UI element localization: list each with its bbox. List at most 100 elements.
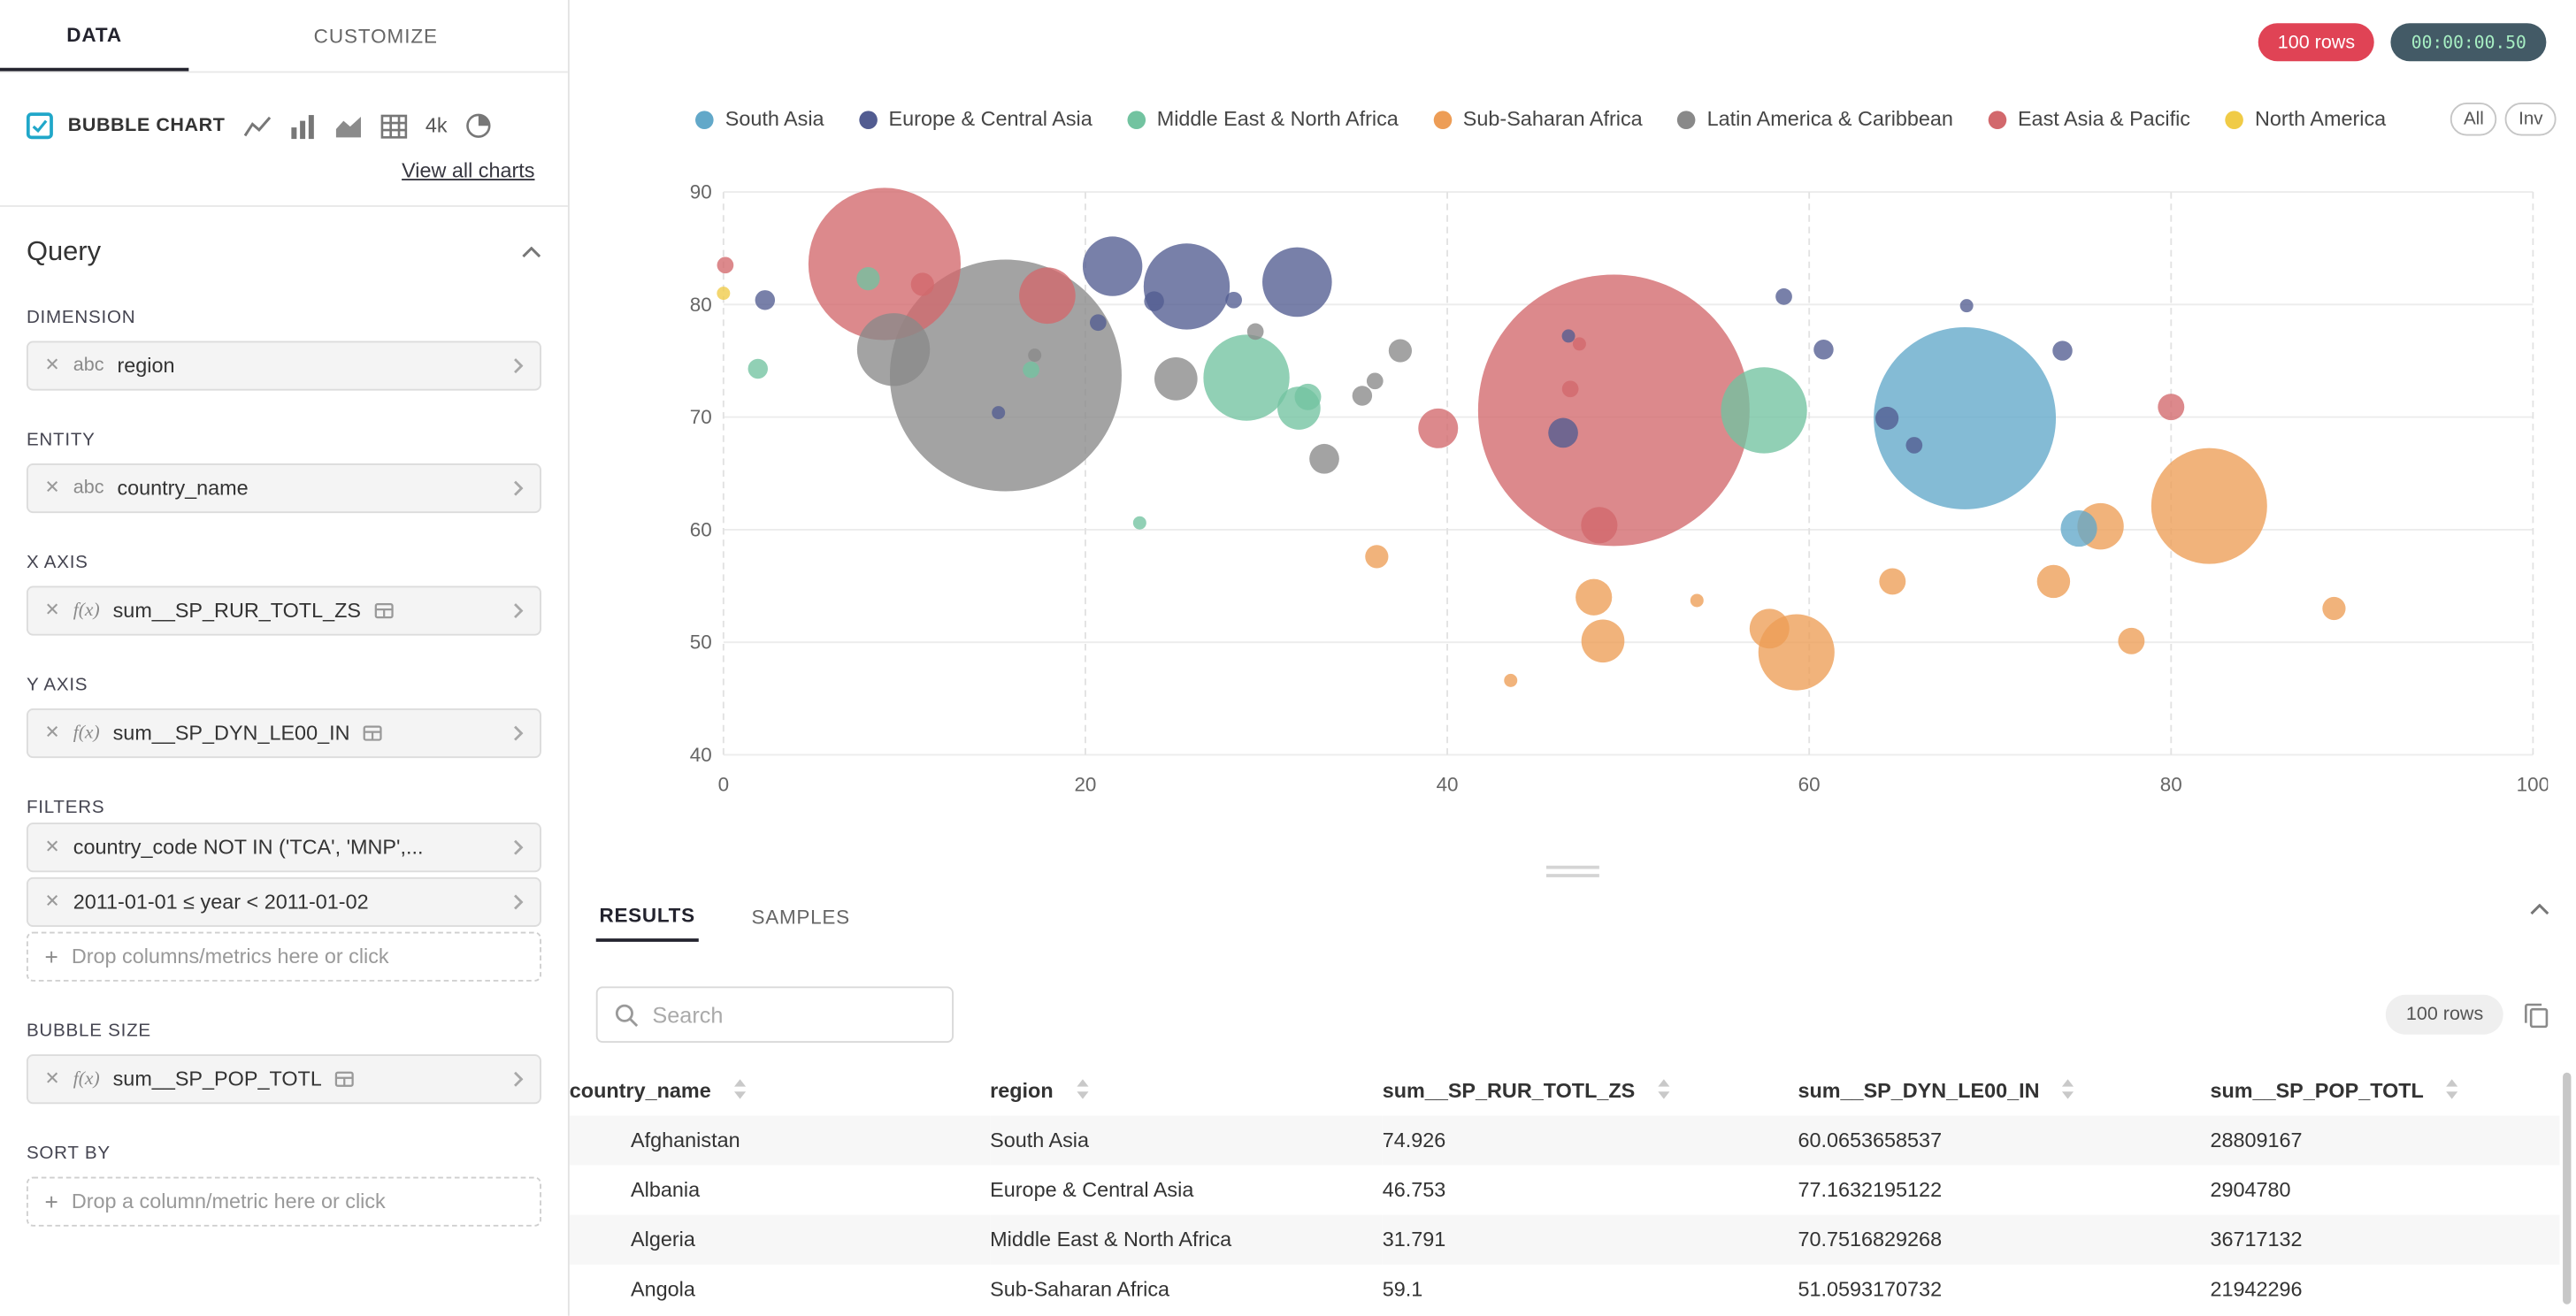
bubble-size-label: BUBBLE SIZE	[26, 1021, 151, 1042]
results-table: country_name region sum__SP_	[569, 1066, 2560, 1314]
x-axis-pill[interactable]: ✕ f(x) sum__SP_RUR_TOTL_ZS	[26, 585, 541, 636]
chevron-right-icon	[514, 603, 524, 619]
legend-item-label: North America	[2254, 107, 2387, 131]
column-header-label: region	[990, 1079, 1054, 1103]
cell-rur-totl: 59.1	[1382, 1277, 1423, 1301]
cell-country-name: Albania	[631, 1178, 701, 1202]
remove-icon[interactable]: ✕	[44, 1068, 60, 1089]
cell-country-name: Angola	[631, 1277, 695, 1301]
sort-icon	[1076, 1079, 1088, 1099]
metric-table-icon	[364, 725, 383, 741]
cell-pop-totl: 21942296	[2210, 1277, 2303, 1301]
entity-pill[interactable]: ✕ abc country_name	[26, 463, 541, 514]
query-title: Query	[26, 236, 102, 267]
cell-pop-totl: 2904780	[2210, 1178, 2291, 1202]
cell-country-name: Afghanistan	[631, 1129, 740, 1152]
remove-icon[interactable]: ✕	[44, 600, 60, 620]
line-chart-icon[interactable]	[243, 113, 272, 138]
y-axis-pill[interactable]: ✕ f(x) sum__SP_DYN_LE00_IN	[26, 708, 541, 759]
results-row-count-badge: 100 rows	[2386, 994, 2503, 1035]
column-header[interactable]: country_name	[570, 1066, 990, 1115]
copy-icon[interactable]	[2523, 1001, 2549, 1029]
remove-icon[interactable]: ✕	[44, 355, 60, 375]
column-header[interactable]: region	[990, 1066, 1383, 1115]
collapse-results-icon[interactable]	[2530, 903, 2549, 915]
remove-icon[interactable]: ✕	[44, 891, 60, 912]
chevron-right-icon	[514, 480, 524, 496]
sort-icon	[733, 1079, 746, 1099]
chevron-right-icon	[514, 894, 524, 910]
legend-item[interactable]: North America	[2225, 108, 2386, 131]
cell-region: Middle East & North Africa	[990, 1228, 1232, 1251]
search-input[interactable]	[652, 1002, 936, 1028]
tab-results[interactable]: RESULTS	[595, 889, 699, 942]
4k-chart-icon[interactable]: 4k	[425, 114, 448, 138]
sidebar-tabbar: DATA CUSTOMIZE	[0, 0, 568, 73]
entity-value: country_name	[117, 476, 249, 501]
remove-icon[interactable]: ✕	[44, 477, 60, 498]
cell-pop-totl: 28809167	[2210, 1129, 2303, 1152]
sort-by-label: SORT BY	[26, 1144, 111, 1164]
sidebar-divider	[0, 205, 568, 207]
chart-legend: South Asia Europe & Central Asia Middle …	[695, 103, 2557, 136]
results-scrollbar[interactable]	[2563, 1072, 2572, 1305]
column-header[interactable]: sum__SP_POP_TOTL	[2210, 1066, 2559, 1115]
chart-panel: 100 rows 00:00:00.50 South Asia Europe &…	[569, 0, 2576, 1316]
dimension-label: DIMENSION	[26, 308, 136, 328]
column-header-label: sum__SP_RUR_TOTL_ZS	[1382, 1079, 1636, 1103]
legend-toggle-button[interactable]: All	[2450, 103, 2497, 136]
metric-type-tag: f(x)	[73, 723, 100, 744]
collapse-query-icon[interactable]	[522, 246, 541, 258]
sort-icon	[1658, 1079, 1670, 1099]
search-box[interactable]	[595, 986, 954, 1044]
tab-customize[interactable]: CUSTOMIZE	[313, 24, 438, 48]
pie-chart-icon[interactable]	[465, 112, 492, 139]
bubble-size-value: sum__SP_POP_TOTL	[112, 1067, 322, 1091]
area-chart-icon[interactable]	[334, 113, 363, 138]
bubble-size-pill[interactable]: ✕ f(x) sum__SP_POP_TOTL	[26, 1054, 541, 1105]
svg-text:40: 40	[1437, 774, 1459, 796]
view-all-charts-link[interactable]: View all charts	[402, 158, 535, 182]
legend-dot	[1676, 110, 1696, 129]
viz-checkbox[interactable]	[26, 112, 53, 140]
legend-item[interactable]: Sub-Saharan Africa	[1433, 108, 1643, 131]
legend-buttons: All Inv	[2450, 103, 2557, 136]
legend-item-label: Latin America & Caribbean	[1706, 107, 1953, 131]
remove-icon[interactable]: ✕	[44, 722, 60, 743]
remove-icon[interactable]: ✕	[44, 837, 60, 857]
tab-data[interactable]: DATA	[0, 0, 189, 72]
cell-rur-totl: 74.926	[1382, 1129, 1446, 1152]
legend-items: South Asia Europe & Central Asia Middle …	[695, 108, 2386, 131]
bubble-plot: 40 50 60 70 80 90 0 20 40 60 80 100	[690, 181, 2548, 796]
legend-item[interactable]: South Asia	[695, 108, 824, 131]
legend-item-label: Europe & Central Asia	[888, 107, 1092, 131]
dimension-pill[interactable]: ✕ abc region	[26, 340, 541, 391]
metric-type-tag: f(x)	[73, 1068, 100, 1090]
sort-by-dropzone[interactable]: + Drop a column/metric here or click	[26, 1176, 541, 1227]
column-header[interactable]: sum__SP_DYN_LE00_IN	[1798, 1066, 2210, 1115]
table-icon[interactable]	[380, 113, 408, 138]
filter-pill[interactable]: ✕ country_code NOT IN ('TCA', 'MNP',...	[26, 822, 541, 873]
legend-item[interactable]: East Asia & Pacific	[1988, 108, 2190, 131]
filter-pill[interactable]: ✕ 2011-01-01 ≤ year < 2011-01-02	[26, 876, 541, 928]
metric-table-icon	[374, 602, 394, 619]
tab-samples[interactable]: SAMPLES	[751, 905, 850, 929]
filters-dropzone[interactable]: + Drop columns/metrics here or click	[26, 931, 541, 982]
search-icon	[615, 1003, 639, 1027]
drag-handle-icon[interactable]	[1545, 861, 1599, 877]
svg-text:20: 20	[1074, 774, 1096, 796]
legend-dot	[1127, 110, 1146, 129]
legend-item[interactable]: Europe & Central Asia	[858, 107, 1092, 131]
column-header[interactable]: sum__SP_RUR_TOTL_ZS	[1383, 1066, 1798, 1115]
chevron-right-icon	[514, 1071, 524, 1087]
column-type-tag: abc	[73, 478, 104, 499]
legend-item[interactable]: Middle East & North Africa	[1127, 108, 1399, 131]
x-axis-value: sum__SP_RUR_TOTL_ZS	[112, 599, 362, 623]
legend-item[interactable]: Latin America & Caribbean	[1676, 107, 1953, 131]
bar-chart-icon[interactable]	[289, 113, 316, 139]
svg-text:40: 40	[690, 744, 712, 766]
legend-item-label: South Asia	[724, 107, 824, 131]
legend-toggle-button[interactable]: Inv	[2505, 103, 2557, 136]
